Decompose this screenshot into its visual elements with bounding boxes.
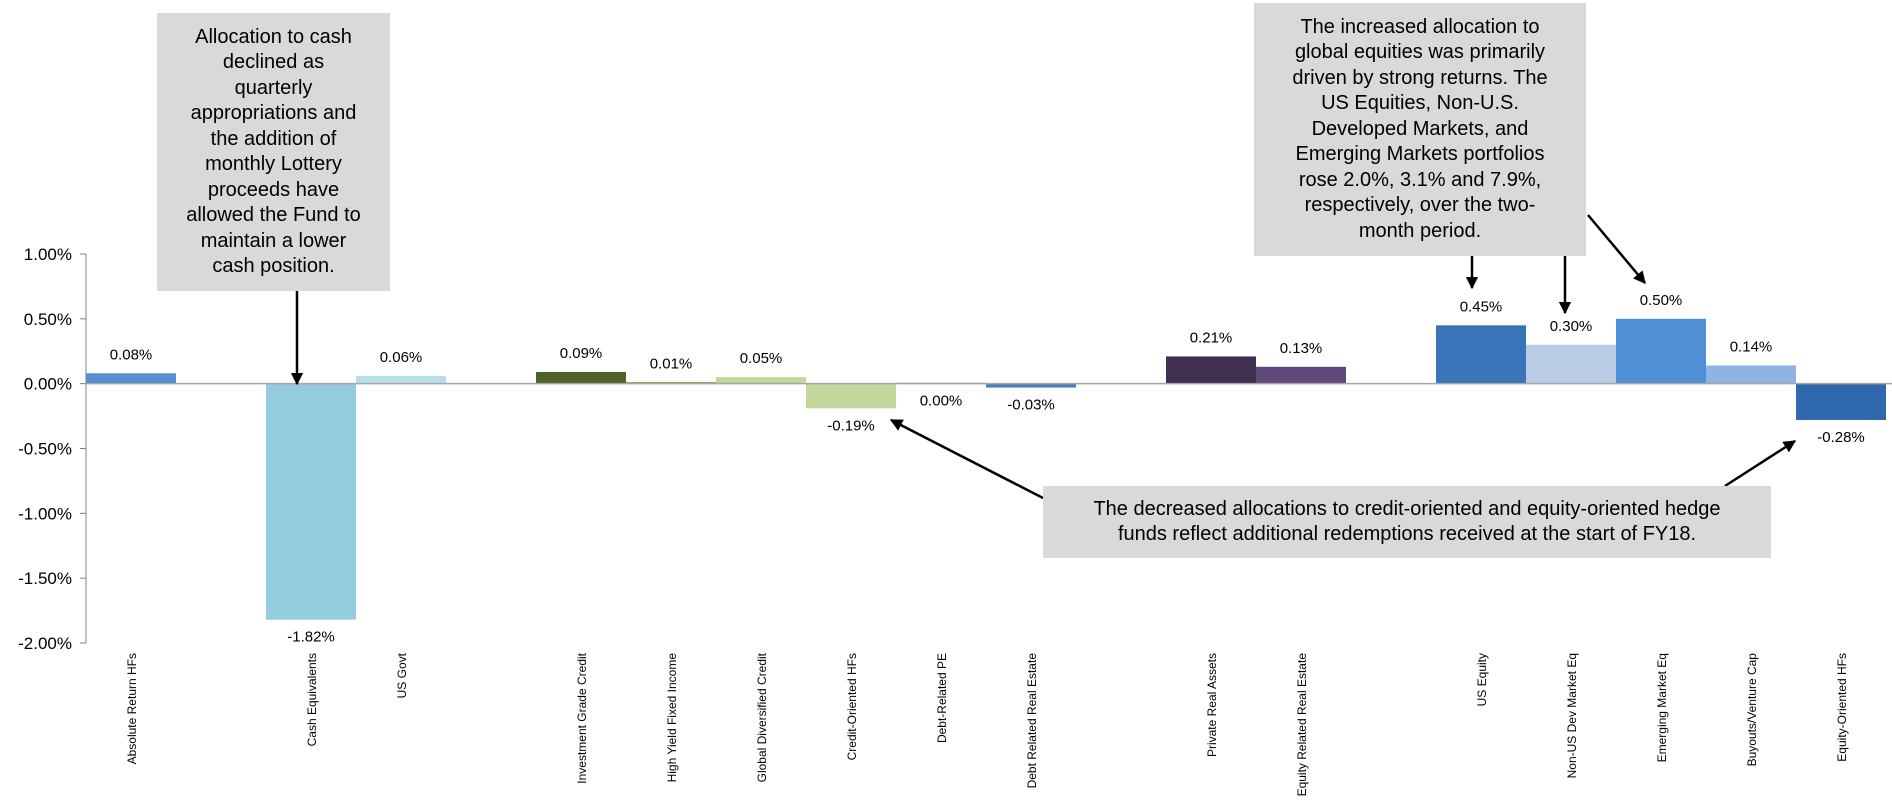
annotation-line: global equities was primarily (1294, 41, 1546, 64)
bar (1436, 325, 1526, 384)
annotation-line: appropriations and (190, 102, 357, 124)
bar (986, 383, 1076, 388)
data-label: 0.14% (1730, 339, 1773, 356)
data-label: -1.82% (287, 629, 335, 646)
category-label: Equity-Oriented HFs (1835, 653, 1849, 762)
category-label: Non-US Dev Market Eq (1565, 653, 1579, 778)
annotation-line: month period. (1358, 219, 1482, 242)
data-label: 0.05% (740, 350, 783, 367)
data-label: -0.03% (1007, 397, 1055, 414)
bar (806, 383, 896, 409)
bar (536, 371, 626, 384)
y-tick-label: 0.50% (24, 310, 72, 329)
category-label: Global Diversified Credit (755, 652, 769, 782)
y-tick-label: -0.50% (18, 440, 72, 459)
annotation-line: Emerging Markets portfolios (1295, 143, 1545, 166)
equities-annotation-box: The increased allocation to global equit… (1254, 3, 1586, 256)
annotation-line: the addition of (210, 127, 337, 150)
bar (1796, 383, 1886, 420)
data-label: 0.08% (110, 346, 153, 363)
bar (1256, 366, 1346, 384)
annotation-line: proceeds have (207, 178, 340, 201)
annotation-line: cash position. (212, 255, 335, 277)
annotation-arrow (1724, 439, 1797, 488)
annotation-line: monthly Lottery (205, 153, 342, 175)
y-tick-label: 0.00% (24, 375, 72, 394)
category-label: Emerging Market Eq (1655, 653, 1669, 762)
data-label: 0.13% (1280, 340, 1323, 357)
data-label: 0.30% (1550, 318, 1593, 335)
bars (86, 318, 1886, 620)
data-label: 0.06% (380, 349, 423, 366)
annotation-line: driven by strong returns. The (1292, 66, 1548, 89)
annotation-line: allowed the Fund to (186, 204, 361, 226)
hedge-annotation-box: The decreased allocations to credit-orie… (1043, 486, 1771, 558)
equities-annotation-text: The increased allocation to global equit… (1292, 15, 1547, 245)
bar (356, 375, 446, 384)
data-label: 0.21% (1190, 329, 1233, 346)
annotation-arrow (889, 418, 1044, 500)
category-label: Private Real Assets (1205, 653, 1219, 757)
data-label: 0.01% (650, 355, 693, 372)
category-label: Credit-Oriented HFs (845, 653, 859, 760)
annotation-line: The decreased allocations to credit-orie… (1093, 497, 1721, 520)
annotation-line: declined as (222, 51, 325, 73)
annotation-line: The increased allocation to (1300, 15, 1540, 38)
category-labels: Absolute Return HFs Cash Equivalents US Go… (125, 652, 1849, 796)
annotation-arrows (290, 214, 1797, 500)
category-label: Equity Related Real Estate (1295, 653, 1309, 797)
category-label: US Equity (1475, 653, 1489, 706)
data-label: -0.19% (827, 417, 875, 434)
category-label: Debt Related Real Estate (1025, 653, 1039, 789)
data-label: 0.00% (920, 393, 963, 410)
data-label: 0.50% (1640, 292, 1683, 309)
bar (1616, 318, 1706, 384)
data-label: 0.09% (560, 345, 603, 362)
y-tick-label: -1.50% (18, 569, 72, 588)
y-tick-label: -1.00% (18, 504, 72, 523)
annotation-line: Developed Markets, and (1311, 117, 1529, 140)
hedge-annotation-text: The decreased allocations to credit-orie… (1093, 497, 1720, 548)
bar (1706, 365, 1796, 384)
annotation-arrow (1587, 214, 1646, 284)
bar (1166, 356, 1256, 384)
bar (1526, 344, 1616, 384)
bar (716, 377, 806, 384)
annotation-line: rose 2.0%, 3.1% and 7.9%, (1298, 168, 1542, 191)
y-tick-label: 1.00% (24, 245, 72, 264)
cash-annotation-box: Allocation to cash declined as quarterly… (157, 13, 390, 291)
annotation-line: quarterly (234, 76, 313, 99)
category-label: Buyouts/Venture Cap (1745, 653, 1759, 767)
annotation-line: funds reflect additional redemptions rec… (1117, 523, 1697, 545)
data-label: 0.45% (1460, 298, 1503, 315)
bar (266, 383, 356, 620)
annotation-line: respectively, over the two- (1304, 194, 1536, 217)
annotation-line: Allocation to cash (195, 25, 352, 48)
y-axis: 1.00% 0.50% 0.00% -0.50% -1.00% -1.50% -2.00% (18, 245, 87, 653)
data-label: -0.28% (1817, 429, 1865, 446)
category-label: US Govt (395, 652, 409, 698)
category-label: High Yield Fixed Income (665, 653, 679, 783)
category-label: Debt-Related PE (935, 653, 949, 743)
category-label: Investment Grade Credit (575, 652, 589, 783)
cash-annotation-text: Allocation to cash declined as quarterly… (186, 25, 361, 280)
annotation-line: maintain a lower (200, 229, 347, 252)
bar (86, 373, 176, 384)
data-labels: 0.08% -1.82% 0.06% 0.09% 0.01% 0.05% -0.19% 0.0… (110, 292, 1865, 646)
category-label: Absolute Return HFs (125, 653, 139, 764)
y-tick-label: -2.00% (18, 634, 72, 653)
category-label: Cash Equivalents (305, 653, 319, 746)
annotation-line: US Equities, Non-U.S. (1321, 92, 1519, 115)
